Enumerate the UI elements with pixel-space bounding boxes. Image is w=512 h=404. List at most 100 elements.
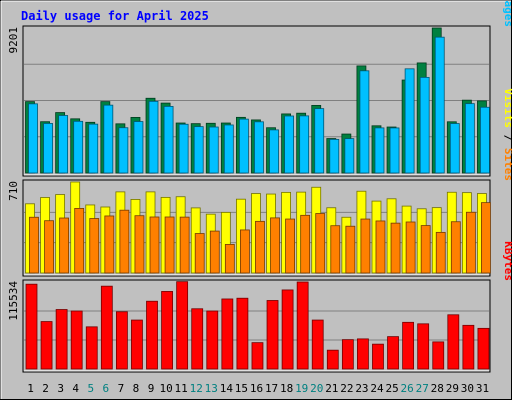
bar-kbytes-day-19 bbox=[296, 281, 309, 370]
bar-kbytes-day-2 bbox=[40, 321, 53, 370]
bar-sites-day-2 bbox=[44, 220, 54, 274]
bar-kbytes-day-26 bbox=[402, 321, 415, 370]
bar-sites-day-3 bbox=[59, 217, 70, 274]
bar-pages-day-18 bbox=[284, 115, 294, 174]
panel-hits_files_pages: 9201 Hits / Files / Pages bbox=[7, 0, 512, 177]
day-label-18: 18 bbox=[280, 382, 293, 395]
bar-pages-day-16 bbox=[254, 121, 264, 174]
bar-sites-day-26 bbox=[405, 221, 416, 274]
bar-pages-day-11 bbox=[178, 123, 189, 174]
day-label-20: 20 bbox=[310, 382, 323, 395]
bar-kbytes-day-17 bbox=[266, 300, 279, 370]
bar-pages-day-5 bbox=[88, 123, 99, 174]
day-label-7: 7 bbox=[118, 382, 125, 395]
legend-visits_sites: Visits / Sites bbox=[502, 88, 512, 181]
bar-kbytes-day-15 bbox=[236, 297, 249, 370]
bar-sites-day-5 bbox=[89, 218, 100, 274]
series-pages bbox=[28, 36, 490, 174]
bar-sites-day-27 bbox=[420, 225, 431, 274]
bar-sites-day-29 bbox=[450, 221, 461, 274]
bar-kbytes-day-24 bbox=[372, 343, 384, 370]
bar-kbytes-day-11 bbox=[176, 281, 189, 370]
bar-kbytes-day-25 bbox=[387, 336, 399, 370]
bar-sites-day-23 bbox=[360, 218, 371, 274]
bar-pages-day-20 bbox=[314, 108, 325, 174]
bar-sites-day-12 bbox=[194, 233, 205, 274]
bar-sites-day-24 bbox=[375, 220, 386, 274]
day-label-16: 16 bbox=[250, 382, 263, 395]
bar-pages-day-1 bbox=[28, 103, 38, 174]
day-label-24: 24 bbox=[370, 382, 384, 395]
bar-pages-day-29 bbox=[449, 123, 460, 174]
day-label-3: 3 bbox=[57, 382, 64, 395]
bar-kbytes-day-10 bbox=[161, 291, 173, 370]
bar-pages-day-9 bbox=[148, 100, 159, 174]
bar-pages-day-22 bbox=[344, 138, 355, 174]
day-label-25: 25 bbox=[385, 382, 398, 395]
bar-kbytes-day-30 bbox=[462, 324, 475, 370]
day-label-22: 22 bbox=[340, 382, 353, 395]
y-max-label: 9201 bbox=[7, 27, 20, 54]
bar-kbytes-day-3 bbox=[55, 309, 68, 370]
day-label-17: 17 bbox=[265, 382, 278, 395]
legend-kbytes: KBytes bbox=[502, 241, 512, 281]
bar-kbytes-day-16 bbox=[251, 342, 264, 370]
bar-pages-day-31 bbox=[480, 106, 490, 174]
bar-kbytes-day-22 bbox=[341, 339, 354, 370]
bar-sites-day-7 bbox=[119, 209, 130, 274]
bar-sites-day-25 bbox=[390, 222, 401, 274]
bar-pages-day-23 bbox=[359, 70, 370, 174]
chart-panels: 9201 Hits / Files / Pages 710 Visits / Site… bbox=[7, 0, 512, 373]
bar-kbytes-day-8 bbox=[131, 319, 143, 370]
bar-sites-day-8 bbox=[134, 215, 145, 274]
bar-pages-day-30 bbox=[464, 103, 475, 174]
bar-sites-day-22 bbox=[345, 225, 356, 274]
bar-pages-day-8 bbox=[133, 121, 144, 174]
legend-entry: Pages bbox=[502, 0, 512, 27]
day-label-1: 1 bbox=[27, 382, 34, 395]
bar-pages-day-13 bbox=[208, 126, 219, 174]
day-label-11: 11 bbox=[175, 382, 188, 395]
y-max-label: 115534 bbox=[7, 281, 20, 321]
bar-pages-day-2 bbox=[43, 123, 53, 174]
bar-kbytes-day-29 bbox=[447, 314, 460, 370]
day-label-28: 28 bbox=[431, 382, 444, 395]
bar-pages-day-25 bbox=[389, 127, 400, 174]
day-label-26: 26 bbox=[401, 382, 414, 395]
bar-sites-day-19 bbox=[300, 214, 311, 274]
bar-kbytes-day-12 bbox=[191, 308, 204, 370]
bar-sites-day-20 bbox=[315, 213, 326, 274]
day-label-4: 4 bbox=[72, 382, 79, 395]
bar-kbytes-day-18 bbox=[281, 289, 294, 370]
day-label-31: 31 bbox=[476, 382, 489, 395]
panel-visits_sites: 710 Visits / Sites bbox=[7, 88, 512, 277]
day-label-5: 5 bbox=[87, 382, 94, 395]
day-label-10: 10 bbox=[159, 382, 172, 395]
bar-sites-day-10 bbox=[164, 216, 175, 274]
legend-entry: KBytes bbox=[502, 241, 512, 281]
day-label-15: 15 bbox=[235, 382, 248, 395]
day-label-27: 27 bbox=[416, 382, 429, 395]
x-axis-day-labels: 1 2 3 4 5 6 7 8 9 10 11 12 13 14 15 16 17 18 19 20 21 22 23 24 2… bbox=[27, 382, 489, 395]
day-label-19: 19 bbox=[295, 382, 308, 395]
bar-pages-day-12 bbox=[193, 126, 204, 174]
bar-pages-day-27 bbox=[419, 76, 430, 174]
bar-kbytes-day-9 bbox=[146, 300, 158, 370]
legend-hits_files_pages: Hits / Files / Pages bbox=[502, 0, 512, 27]
bar-pages-day-17 bbox=[269, 129, 279, 174]
series-kbytes bbox=[25, 281, 490, 370]
legend-entry: Visits bbox=[502, 88, 512, 128]
bar-sites-day-30 bbox=[465, 211, 476, 274]
day-label-12: 12 bbox=[190, 382, 203, 395]
bar-pages-day-10 bbox=[163, 106, 174, 174]
day-label-21: 21 bbox=[325, 382, 338, 395]
bar-kbytes-day-14 bbox=[221, 298, 234, 370]
bar-pages-day-4 bbox=[73, 120, 84, 174]
bar-kbytes-day-5 bbox=[85, 326, 98, 370]
bar-kbytes-day-7 bbox=[115, 311, 128, 370]
bar-kbytes-day-28 bbox=[432, 341, 445, 370]
bar-kbytes-day-13 bbox=[206, 310, 219, 370]
day-label-6: 6 bbox=[103, 382, 110, 395]
